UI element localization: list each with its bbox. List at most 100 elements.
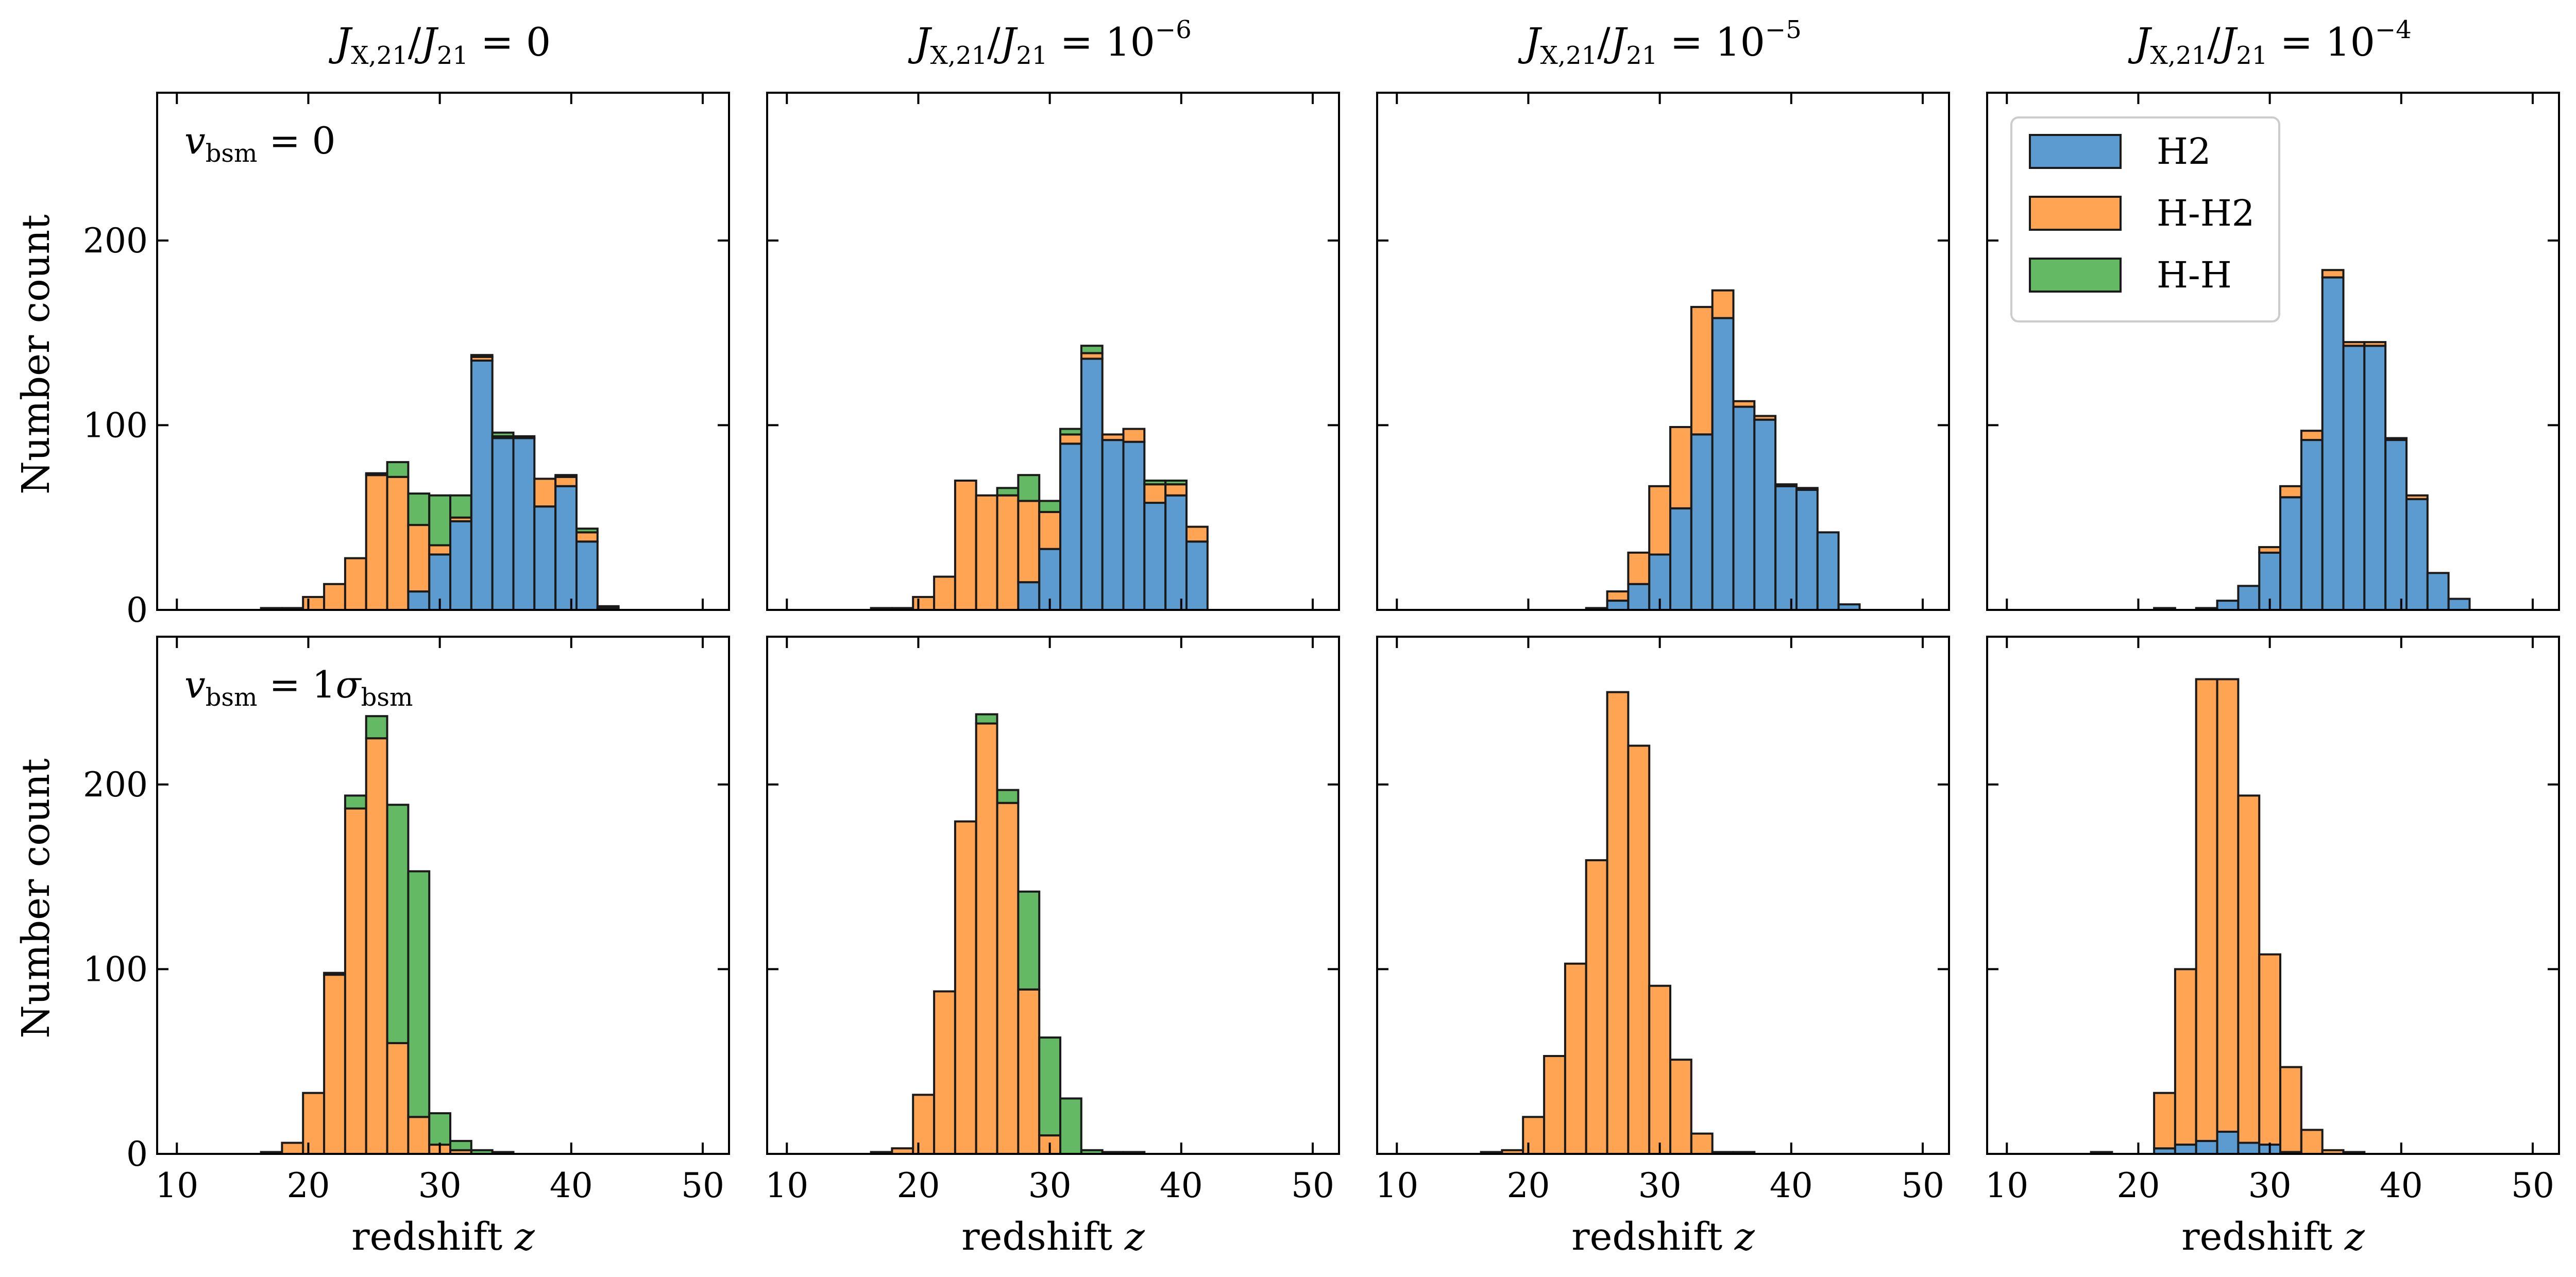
- bar-hh2: [2217, 679, 2239, 1132]
- bar-hh2: [1754, 416, 1775, 420]
- x-tick-label: 30: [1638, 1166, 1682, 1205]
- y-axis-label-bottom: Number count: [14, 758, 58, 1038]
- bar-hh2: [2406, 496, 2428, 499]
- x-tick-label: 20: [896, 1166, 940, 1205]
- x-tick-label: 20: [2116, 1166, 2160, 1205]
- bar-hh2: [1586, 860, 1607, 1154]
- bar-h2: [1081, 359, 1103, 610]
- bar-h2: [514, 438, 535, 610]
- x-tick-label: 30: [1028, 1166, 1072, 1205]
- bar-hh2: [1103, 434, 1124, 440]
- bar-h2: [2385, 440, 2406, 610]
- bar-hh2: [1628, 746, 1649, 1154]
- bar-h2: [1713, 318, 1734, 610]
- x-axis-label-3: redshift z: [1571, 1215, 1755, 1259]
- bar-hh: [324, 973, 345, 975]
- bar-h2: [1818, 532, 1839, 610]
- bar-hh2: [2280, 1067, 2301, 1152]
- bar-hh2: [1670, 1060, 1691, 1154]
- bar-hh: [997, 790, 1019, 803]
- bar-hh2: [2280, 486, 2301, 498]
- bar-hh: [366, 716, 387, 738]
- x-tick-label: 40: [2380, 1166, 2423, 1205]
- bar-hh2: [1607, 692, 1629, 1154]
- column-title-4: JX,21/J21 = 10−4: [2128, 15, 2412, 70]
- bar-hh: [450, 1141, 471, 1150]
- bar-hh2: [555, 477, 577, 486]
- x-tick-label: 30: [2248, 1166, 2292, 1205]
- bar-hh2: [1775, 484, 1797, 486]
- bar-hh2: [1734, 401, 1755, 407]
- bar-hh: [555, 475, 577, 477]
- bar-hh2: [408, 525, 429, 591]
- bar-hh2: [1649, 486, 1670, 555]
- bar-hh2: [1018, 990, 1039, 1154]
- bar-hh2: [408, 1117, 429, 1154]
- bar-hh2: [1649, 986, 1670, 1154]
- bar-hh2: [303, 1093, 324, 1154]
- bar-hh2: [2259, 547, 2280, 553]
- y-tick-label: 100: [83, 405, 148, 445]
- bar-hh2: [1797, 488, 1818, 490]
- bar-h2: [2217, 601, 2239, 610]
- bar-hh2: [1039, 512, 1060, 549]
- legend-swatch-h2: [2030, 135, 2121, 168]
- bar-h2: [1124, 442, 1145, 610]
- bar-h2: [2406, 499, 2428, 610]
- x-tick-label: 10: [1985, 1166, 2028, 1205]
- legend-swatch-hh2: [2030, 197, 2121, 230]
- bar-hh2: [1713, 291, 1734, 318]
- panel-r2-c4: 10 20 30 40 50: [1985, 637, 2559, 1205]
- bar-h2: [2364, 346, 2385, 610]
- bar-hh: [997, 488, 1019, 495]
- bar-hh: [493, 433, 514, 436]
- bar-hh2: [303, 597, 324, 610]
- bar-hh: [1144, 481, 1165, 484]
- bar-h2: [1165, 496, 1187, 610]
- bar-h2: [493, 438, 514, 610]
- y-tick-label: 0: [126, 590, 148, 630]
- bar-hh: [1039, 1037, 1060, 1135]
- x-axis-label-1: redshift z: [351, 1215, 535, 1259]
- bar-hh2: [345, 558, 366, 610]
- bar-hh2: [1670, 427, 1691, 508]
- bar-h2: [2238, 1143, 2259, 1154]
- panel-r2-c2: 10 20 30 40 50: [765, 637, 1339, 1205]
- bar-h2: [1754, 420, 1775, 610]
- bar-hh2: [2259, 955, 2280, 1145]
- bar-hh2: [1607, 591, 1629, 601]
- x-axis-label-2: redshift z: [961, 1215, 1145, 1259]
- x-tick-label: 40: [1160, 1166, 1203, 1205]
- x-tick-label: 20: [286, 1166, 330, 1205]
- bar-hh2: [976, 496, 997, 610]
- bar-hh: [1060, 1098, 1081, 1154]
- bar-hh2: [913, 1095, 934, 1154]
- bar-hh: [429, 1113, 450, 1145]
- bar-h2: [2323, 278, 2344, 610]
- bar-hh2: [387, 1043, 409, 1154]
- bar-h2: [1060, 444, 1081, 610]
- x-tick-label: 40: [1770, 1166, 1813, 1205]
- bar-hh2: [534, 479, 555, 506]
- bar-hh: [387, 462, 409, 477]
- bar-hh2: [1018, 501, 1039, 582]
- legend: H2 H-H2 H-H: [2011, 117, 2279, 321]
- bar-hh2: [1165, 484, 1187, 496]
- bar-hh: [1081, 346, 1103, 353]
- row-annotation-top: vbsm = 0: [184, 119, 335, 168]
- bar-h2: [2217, 1132, 2239, 1154]
- x-tick-label: 20: [1506, 1166, 1550, 1205]
- bar-hh: [471, 355, 493, 357]
- panel-r2-c1: 10 20 30 40 500100200: [83, 637, 729, 1205]
- bar-hh2: [2323, 270, 2344, 277]
- bar-hh2: [1544, 1056, 1565, 1154]
- y-tick-label: 200: [83, 221, 148, 261]
- bar-hh2: [2301, 1130, 2323, 1154]
- bar-hh2: [2238, 795, 2259, 1143]
- bar-hh2: [934, 577, 955, 610]
- bar-h2: [2301, 440, 2323, 610]
- bar-hh2: [366, 738, 387, 1154]
- bar-hh2: [366, 475, 387, 610]
- bar-hh2: [1691, 1134, 1713, 1154]
- y-tick-label: 0: [126, 1134, 148, 1174]
